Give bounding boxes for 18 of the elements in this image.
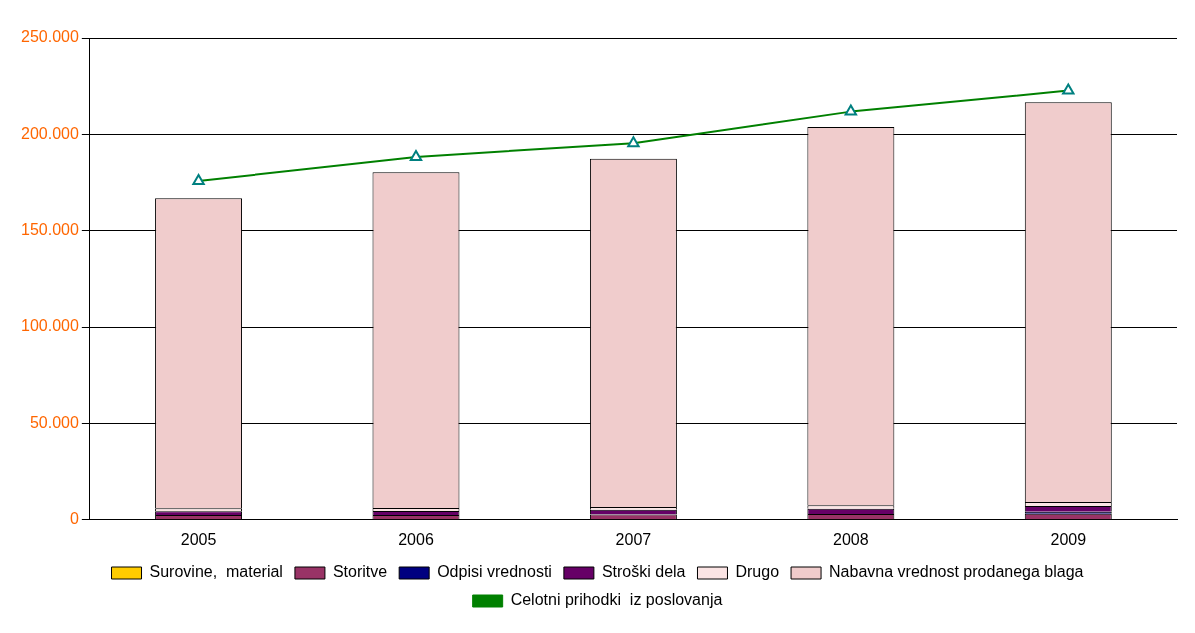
x-tick-label: 2006 (398, 530, 434, 548)
y-tick-label: 50.000 (29, 413, 79, 431)
y-tick-label: 250.000 (20, 28, 79, 46)
y-tick-label: 150.000 (20, 221, 79, 239)
legend-label: Storitve (332, 563, 388, 581)
legend-label: Stroški dela (601, 563, 686, 581)
y-tick-label: 200.000 (20, 124, 79, 142)
x-tick-label: 2005 (180, 530, 217, 548)
legend-label: Surovine, material (149, 563, 283, 581)
x-tick-label: 2009 (1050, 530, 1087, 548)
legend-label: Odpisi vrednosti (437, 563, 552, 581)
y-tick-label: 100.000 (20, 317, 79, 335)
x-tick-label: 2008 (833, 530, 869, 548)
x-tick-label: 2007 (615, 530, 652, 548)
legend-label: Celotni prihodki iz poslovanja (510, 591, 723, 609)
legend-label: Nabavna vrednost prodanega blaga (829, 563, 1084, 581)
y-tick-label: 0 (69, 510, 79, 528)
legend-label: Drugo (735, 563, 780, 581)
